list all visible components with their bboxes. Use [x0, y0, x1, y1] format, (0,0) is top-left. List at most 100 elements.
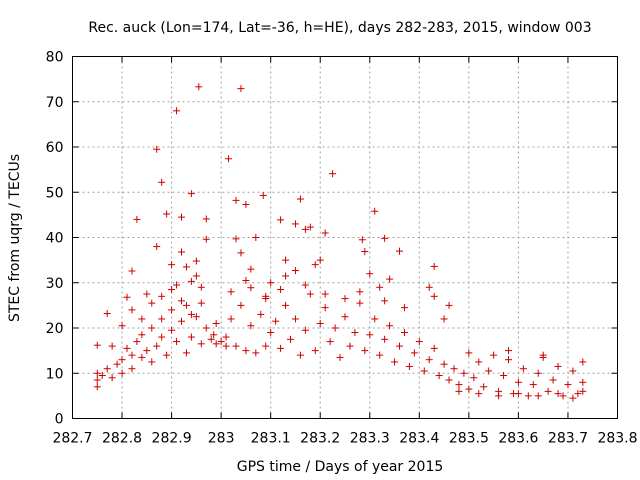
data-point: [396, 247, 403, 255]
y-tick-label: 60: [46, 140, 64, 156]
data-point: [178, 297, 185, 305]
data-point: [267, 329, 275, 337]
data-point: [495, 392, 503, 400]
data-point: [371, 207, 379, 215]
data-point: [103, 310, 111, 318]
data-point: [217, 338, 225, 346]
data-point: [326, 338, 334, 346]
data-point: [247, 322, 255, 330]
data-point: [376, 351, 384, 359]
data-point: [168, 261, 176, 269]
data-point: [277, 286, 285, 294]
data-point: [138, 353, 146, 361]
data-point: [262, 292, 270, 300]
y-tick-label: 30: [46, 276, 64, 292]
data-point: [192, 257, 200, 265]
data-point: [579, 358, 587, 366]
data-point: [569, 367, 577, 375]
data-point: [381, 335, 389, 343]
data-point: [366, 270, 374, 278]
data-point: [212, 340, 220, 348]
data-point: [158, 292, 166, 300]
data-point: [108, 374, 116, 382]
data-point: [440, 315, 448, 323]
data-point: [93, 376, 101, 384]
y-tick-labels: 0 10 20 30 40 50 60 70 80: [46, 50, 64, 428]
data-point: [138, 315, 146, 323]
data-point: [123, 293, 131, 301]
data-point: [168, 306, 176, 314]
data-point: [173, 281, 181, 289]
data-point: [366, 331, 374, 339]
data-point: [514, 378, 522, 386]
data-point: [519, 365, 527, 373]
data-point: [118, 356, 126, 364]
data-point: [197, 299, 205, 307]
data-point: [445, 376, 453, 384]
data-point: [242, 347, 250, 355]
data-point: [351, 329, 359, 337]
data-point: [356, 288, 364, 296]
data-point: [524, 392, 532, 400]
data-point: [118, 369, 126, 377]
data-point: [296, 351, 304, 359]
data-point: [282, 301, 290, 309]
data-point: [358, 236, 366, 244]
data-point: [113, 360, 121, 368]
data-point: [505, 356, 512, 364]
data-point: [237, 85, 245, 93]
data-point: [262, 342, 270, 350]
data-point: [267, 279, 275, 287]
data-point: [306, 290, 314, 298]
data-point: [182, 349, 190, 357]
data-point: [247, 284, 255, 292]
data-point: [569, 394, 577, 402]
data-point: [346, 342, 354, 350]
data-point: [505, 347, 512, 355]
data-point: [361, 248, 369, 256]
data-point: [430, 292, 438, 300]
data-points: [93, 83, 587, 402]
data-point: [282, 272, 290, 280]
x-tick-label: 283.7: [548, 431, 588, 447]
data-point: [420, 367, 428, 375]
data-point: [381, 234, 389, 242]
y-tick-label: 10: [46, 366, 64, 382]
data-point: [341, 313, 349, 321]
data-point: [148, 358, 156, 366]
data-point: [128, 365, 136, 373]
data-point: [450, 365, 458, 373]
data-point: [386, 275, 394, 283]
data-point: [93, 369, 101, 377]
data-point: [425, 283, 433, 291]
data-point: [391, 358, 399, 366]
x-tick-label: 283: [208, 431, 235, 447]
data-point: [277, 344, 285, 352]
data-point: [579, 387, 587, 395]
data-point: [103, 365, 111, 373]
data-point: [173, 107, 181, 115]
data-point: [227, 315, 235, 323]
data-point: [202, 215, 210, 223]
data-point: [559, 392, 567, 400]
data-point: [252, 349, 260, 357]
data-point: [376, 283, 384, 291]
data-point: [247, 265, 255, 273]
data-point: [192, 272, 200, 280]
data-point: [579, 378, 587, 386]
data-point: [197, 340, 205, 348]
data-point: [490, 351, 498, 359]
data-point: [564, 381, 572, 389]
data-point: [197, 283, 205, 291]
data-point: [534, 392, 542, 400]
data-point: [143, 290, 151, 298]
y-tick-label: 70: [46, 95, 64, 111]
data-point: [143, 347, 151, 355]
data-point: [128, 306, 136, 314]
data-point: [182, 263, 190, 271]
data-point: [405, 362, 413, 370]
data-point: [485, 367, 493, 375]
data-point: [163, 210, 171, 218]
data-point: [227, 288, 235, 296]
data-point: [173, 338, 181, 346]
